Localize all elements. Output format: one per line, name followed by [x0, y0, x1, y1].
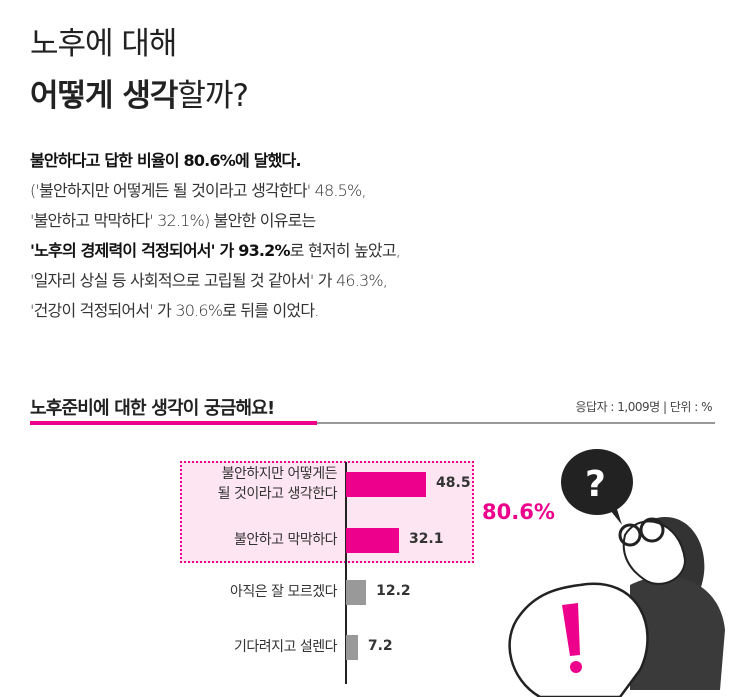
divider-accent	[30, 421, 317, 425]
svg-text:?: ?	[585, 464, 606, 505]
title-line2: 어떻게 생각할까?	[30, 70, 249, 115]
character-illustration: ?	[508, 449, 725, 697]
summary-line-5: '일자리 상실 등 사회적으로 고립될 것 같아서' 가 46.3%,	[30, 271, 388, 290]
value-label: 32.1	[408, 531, 444, 547]
bar	[346, 580, 367, 605]
bar	[346, 635, 358, 660]
category-label: 기다려지고 설렌다	[234, 637, 338, 657]
summary-line-3: '불안하고 막막하다' 32.1%) 불안한 이유로는	[30, 211, 316, 230]
category-label-line: 될 것이라고 생각한다	[217, 486, 338, 502]
category-label-line: 아직은 잘 모르겠다	[230, 584, 337, 600]
category-label: 아직은 잘 모르겠다	[230, 582, 337, 602]
divider	[30, 422, 715, 424]
respondents-meta: 응답자 : 1,009명 | 단위 : %	[575, 400, 712, 414]
title-rest: 할까?	[177, 78, 248, 114]
highlight-total: 80.6%	[482, 500, 555, 524]
summary-line-4-bold: '노후의 경제력이 걱정되어서' 가 93.2%	[30, 241, 291, 260]
exclamation-bubble-icon	[508, 582, 649, 697]
bar	[346, 472, 427, 497]
category-label: 불안하고 막막하다	[234, 530, 338, 550]
summary-text: 불안하다고 답한 비율이 80.6%에 달했다. ('불안하지만 어떻게든 될 …	[30, 146, 401, 326]
summary-line-4-rest: 로 현저히 높았고,	[289, 241, 401, 260]
summary-line-4: '노후의 경제력이 걱정되어서' 가 93.2%로 현저히 높았고,	[30, 236, 401, 266]
title-line1: 노후에 대해	[30, 26, 177, 62]
category-label-line: 불안하지만 어떻게든	[221, 466, 338, 482]
value-label: 12.2	[376, 583, 411, 599]
summary-line-6: '건강이 걱정되어서' 가 30.6%로 뒤를 이었다.	[30, 301, 319, 320]
category-label-line: 기다려지고 설렌다	[234, 639, 338, 655]
chart-axis	[345, 462, 347, 684]
section-title: 노후준비에 대한 생각이 궁금해요!	[30, 398, 275, 419]
value-label: 48.5	[436, 475, 471, 491]
bar	[346, 528, 399, 553]
value-label: 7.2	[367, 638, 393, 654]
summary-line-2: ('불안하지만 어떻게든 될 것이라고 생각한다' 48.5%,	[30, 181, 367, 200]
summary-line-1: 불안하다고 답한 비율이 80.6%에 달했다.	[30, 151, 302, 170]
question-bubble-icon: ?	[561, 449, 633, 525]
category-label-line: 불안하고 막막하다	[234, 532, 338, 548]
title-bold: 어떻게 생각	[30, 78, 178, 114]
